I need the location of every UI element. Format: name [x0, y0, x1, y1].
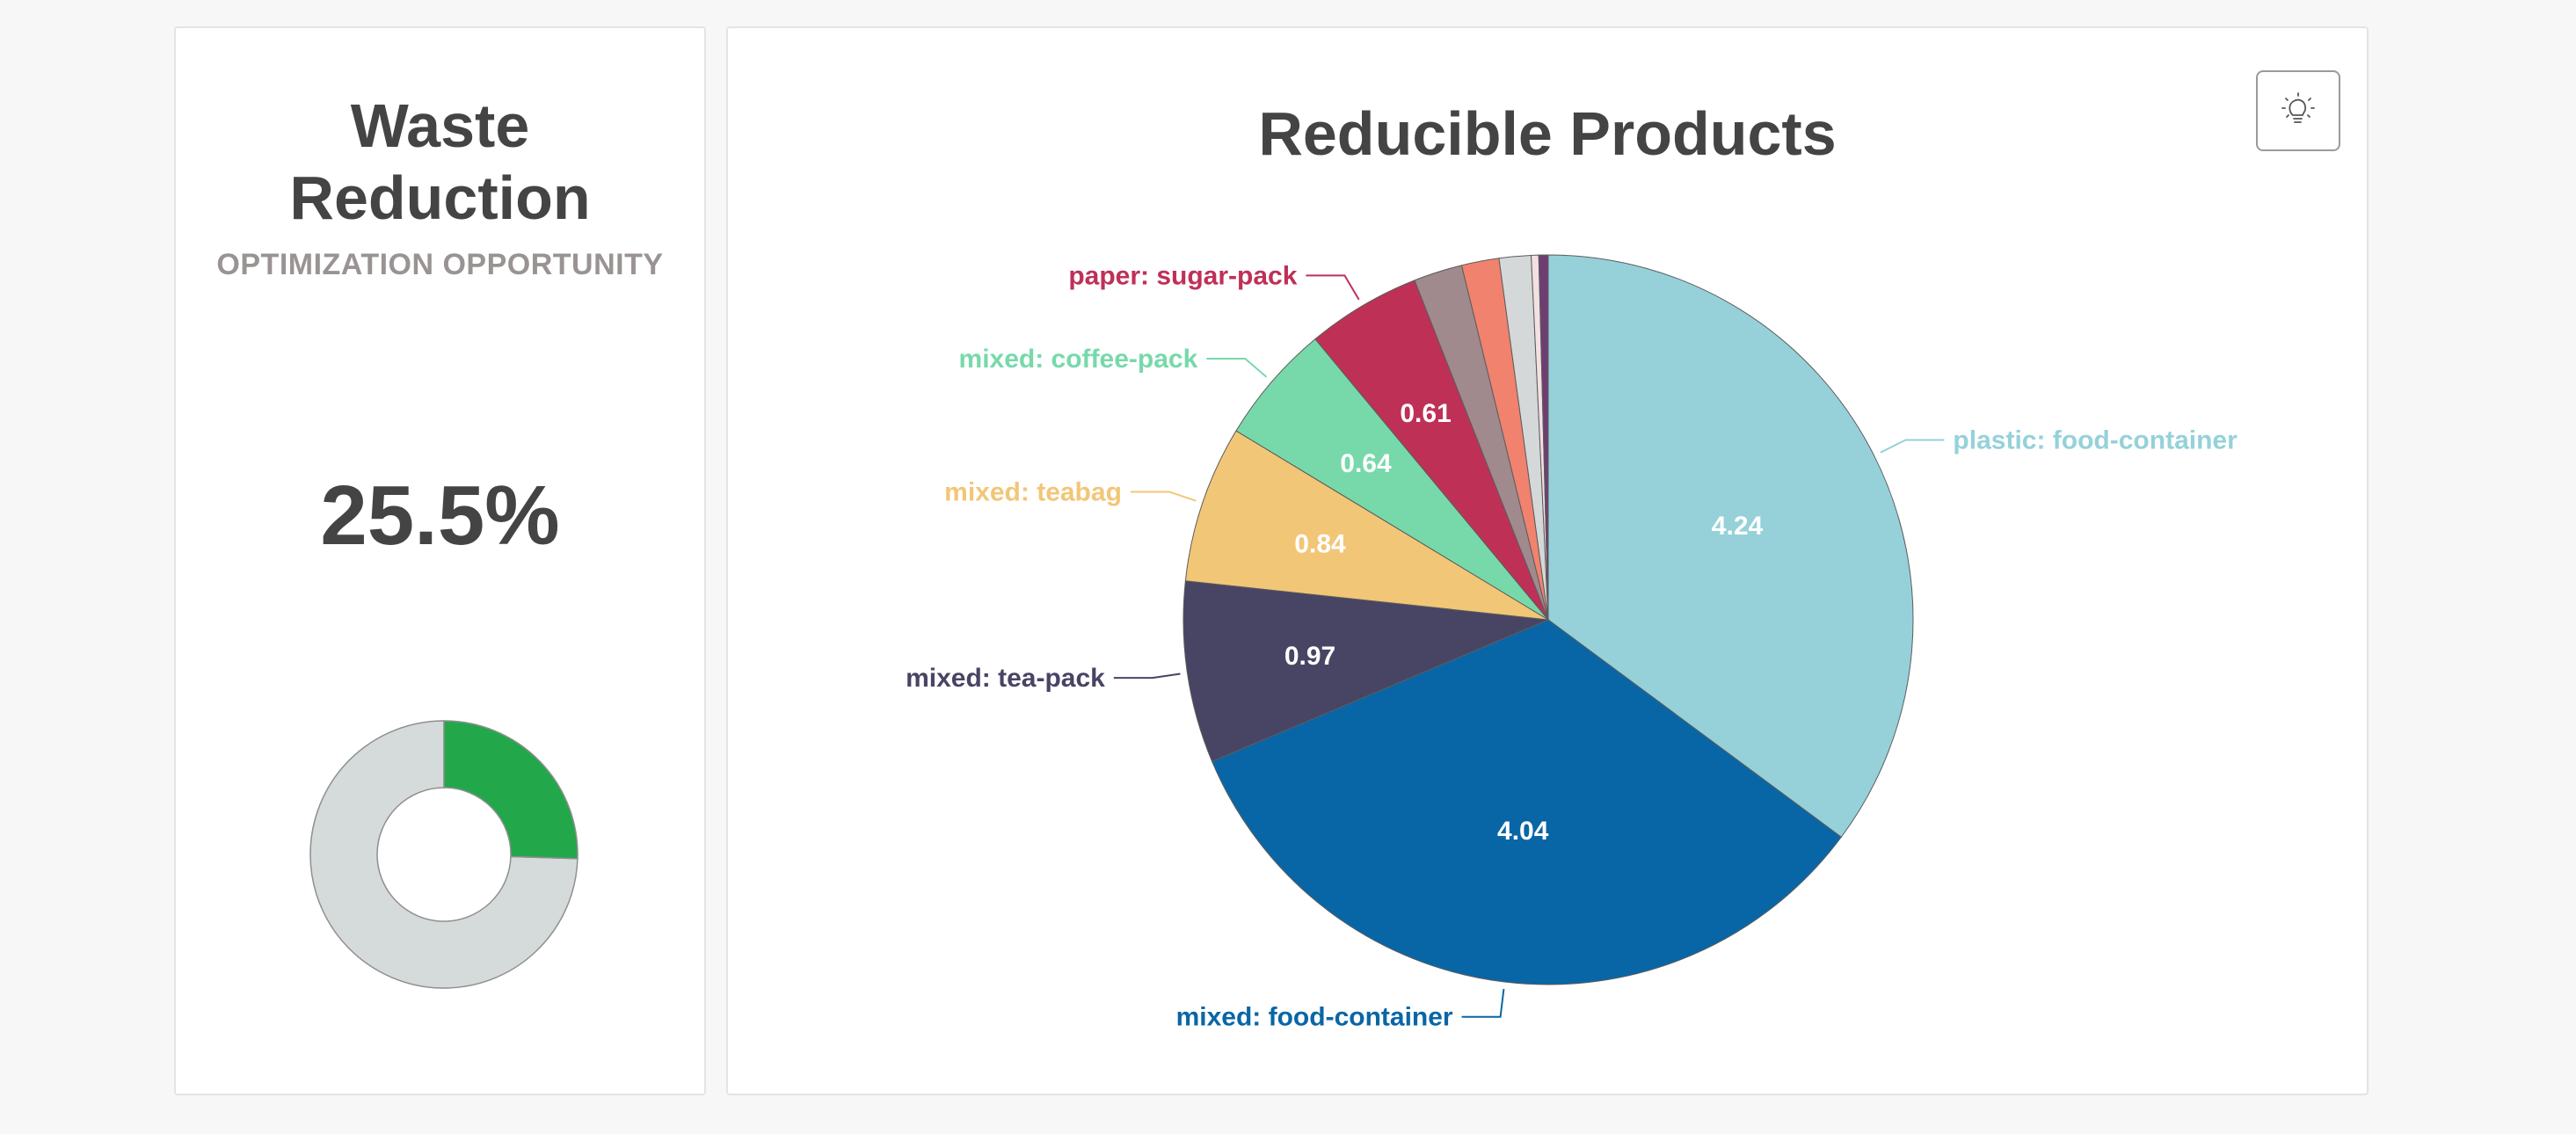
pie-value-label: 4.24 — [1712, 512, 1764, 541]
lightbulb-icon — [2281, 92, 2315, 123]
pie-category-label: mixed: tea-pack — [906, 664, 1105, 693]
pie-leader-line — [1130, 491, 1197, 502]
pie-slice-mixed-food-container[interactable] — [1211, 619, 1843, 985]
pie-value-label: 4.04 — [1497, 817, 1549, 846]
donut-gauge — [309, 720, 579, 989]
gauge-fill — [443, 720, 579, 860]
pie-slice-plastic-food-container[interactable] — [1547, 254, 1914, 838]
pie-leader-line — [1113, 672, 1181, 680]
pie-leader-line — [1206, 358, 1268, 378]
pie-slice-11[interactable] — [1538, 254, 1549, 621]
pie-category-label: mixed: food-container — [1176, 1003, 1453, 1032]
pie-leader-line — [1306, 274, 1360, 301]
kpi-title: Waste Reduction — [289, 91, 591, 232]
pie-value-label: 0.84 — [1294, 529, 1346, 558]
kpi-card: Waste Reduction OPTIMIZATION OPPORTUNITY… — [174, 26, 706, 1095]
pie-leader-line — [1880, 439, 1945, 454]
chart-card: Reducible Products 4.24 4.04 0.97 0.84 0.64 0… — [726, 26, 2369, 1095]
pie-category-label: paper: sugar-pack — [1068, 261, 1297, 290]
pie-leader-line — [1461, 988, 1505, 1018]
pie-value-label: 0.97 — [1284, 642, 1335, 671]
pie-value-label: 0.64 — [1340, 449, 1392, 478]
pie-category-label: mixed: coffee-pack — [959, 345, 1198, 374]
chart-title: Reducible Products — [1258, 99, 1837, 168]
pie-slice-mixed-coffee-pack[interactable] — [1235, 338, 1549, 621]
kpi-value: 25.5% — [320, 469, 560, 563]
idea-button[interactable] — [2256, 70, 2340, 151]
gauge-track — [309, 720, 579, 989]
pie-category-label: mixed: teabag — [944, 477, 1122, 506]
pie-category-label: plastic: food-container — [1953, 425, 2238, 454]
pie-value-label: 0.61 — [1400, 399, 1451, 428]
pie-slice-mixed-tea-pack[interactable] — [1182, 580, 1550, 762]
pie-slice-mixed-teabag[interactable] — [1184, 430, 1549, 621]
kpi-subtitle: OPTIMIZATION OPPORTUNITY — [216, 248, 664, 281]
pie-chart: 4.24 4.04 0.97 0.84 0.64 0.61 plastic: food-c… — [906, 254, 2238, 1032]
